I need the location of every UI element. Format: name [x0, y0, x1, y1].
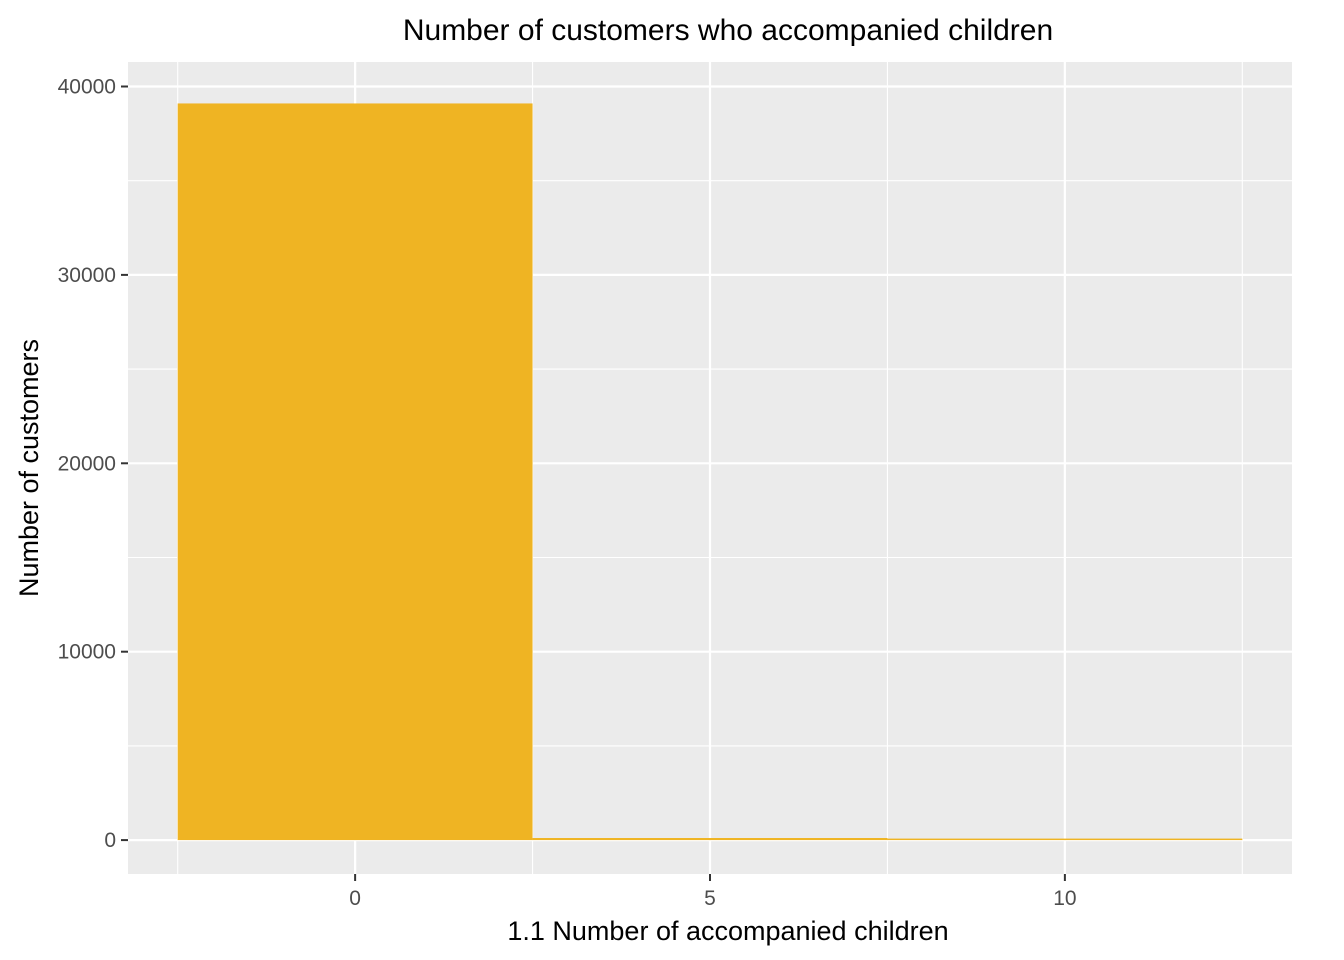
bar-bin-0: [177, 103, 533, 841]
bars: [177, 103, 1243, 841]
y-tick-label: 0: [104, 829, 116, 852]
y-axis-ticks: 0 10000 20000 30000 40000: [58, 75, 128, 852]
y-tick-label: 20000: [58, 452, 116, 475]
y-tick-label: 10000: [58, 641, 116, 664]
y-axis-title: Number of customers: [14, 339, 44, 597]
x-axis-ticks: 0 5 10: [349, 874, 1077, 910]
x-tick-label: 5: [704, 887, 716, 910]
y-tick-label: 40000: [58, 75, 116, 98]
bar-bin-2: [887, 838, 1243, 841]
chart-title: Number of customers who accompanied chil…: [403, 14, 1053, 47]
bar-bin-1: [532, 838, 888, 841]
x-axis-title: 1.1 Number of accompanied children: [507, 916, 948, 946]
x-tick-label: 10: [1053, 887, 1076, 910]
y-tick-label: 30000: [58, 264, 116, 287]
x-tick-label: 0: [349, 887, 361, 910]
